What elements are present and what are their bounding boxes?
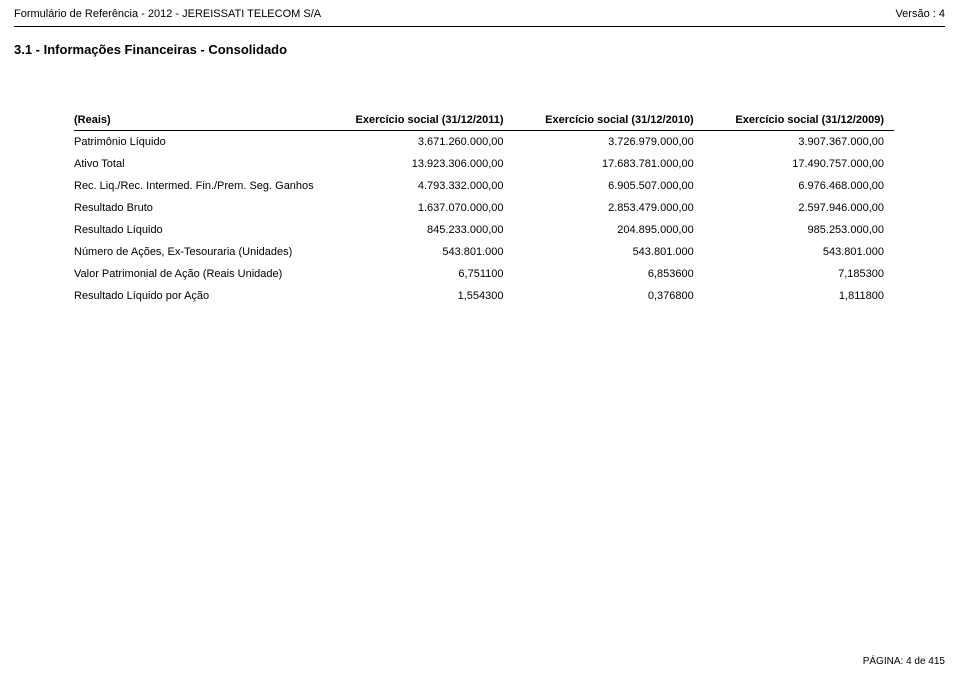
table-row: Rec. Liq./Rec. Intermed. Fin./Prem. Seg.… <box>74 175 894 197</box>
col-2009: Exercício social (31/12/2009) <box>704 110 894 131</box>
col-2010: Exercício social (31/12/2010) <box>514 110 704 131</box>
table-row: Ativo Total 13.923.306.000,00 17.683.781… <box>74 153 894 175</box>
row-val-2010: 6,853600 <box>514 263 704 285</box>
table-row: Resultado Bruto 1.637.070.000,00 2.853.4… <box>74 197 894 219</box>
row-val-2011: 845.233.000,00 <box>324 219 514 241</box>
section-title: 3.1 - Informações Financeiras - Consolid… <box>14 42 287 57</box>
page-footer: PÁGINA: 4 de 415 <box>863 656 945 667</box>
row-val-2009: 1,811800 <box>704 285 894 307</box>
row-val-2009: 543.801.000 <box>704 241 894 263</box>
row-val-2010: 3.726.979.000,00 <box>514 131 704 154</box>
col-label: (Reais) <box>74 110 324 131</box>
row-label: Ativo Total <box>74 153 324 175</box>
row-val-2011: 13.923.306.000,00 <box>324 153 514 175</box>
row-val-2011: 6,751100 <box>324 263 514 285</box>
row-val-2009: 3.907.367.000,00 <box>704 131 894 154</box>
table-row: Resultado Líquido por Ação 1,554300 0,37… <box>74 285 894 307</box>
row-val-2010: 204.895.000,00 <box>514 219 704 241</box>
row-val-2011: 543.801.000 <box>324 241 514 263</box>
table-row: Resultado Líquido 845.233.000,00 204.895… <box>74 219 894 241</box>
row-val-2009: 17.490.757.000,00 <box>704 153 894 175</box>
row-label: Patrimônio Líquido <box>74 131 324 154</box>
row-label: Rec. Liq./Rec. Intermed. Fin./Prem. Seg.… <box>74 175 324 197</box>
row-val-2011: 1.637.070.000,00 <box>324 197 514 219</box>
row-val-2011: 3.671.260.000,00 <box>324 131 514 154</box>
row-val-2010: 543.801.000 <box>514 241 704 263</box>
table-header-row: (Reais) Exercício social (31/12/2011) Ex… <box>74 110 894 131</box>
row-label: Valor Patrimonial de Ação (Reais Unidade… <box>74 263 324 285</box>
doc-header-left: Formulário de Referência - 2012 - JEREIS… <box>14 8 321 20</box>
row-val-2010: 0,376800 <box>514 285 704 307</box>
row-val-2011: 1,554300 <box>324 285 514 307</box>
row-label: Resultado Líquido <box>74 219 324 241</box>
financial-table-wrap: (Reais) Exercício social (31/12/2011) Ex… <box>74 110 894 307</box>
table-row: Patrimônio Líquido 3.671.260.000,00 3.72… <box>74 131 894 154</box>
header-rule <box>14 26 945 27</box>
row-val-2009: 2.597.946.000,00 <box>704 197 894 219</box>
row-label: Resultado Bruto <box>74 197 324 219</box>
row-val-2009: 7,185300 <box>704 263 894 285</box>
row-val-2009: 6.976.468.000,00 <box>704 175 894 197</box>
financial-table: (Reais) Exercício social (31/12/2011) Ex… <box>74 110 894 307</box>
table-row: Valor Patrimonial de Ação (Reais Unidade… <box>74 263 894 285</box>
row-val-2011: 4.793.332.000,00 <box>324 175 514 197</box>
row-val-2010: 6.905.507.000,00 <box>514 175 704 197</box>
row-label: Número de Ações, Ex-Tesouraria (Unidades… <box>74 241 324 263</box>
row-val-2009: 985.253.000,00 <box>704 219 894 241</box>
row-label: Resultado Líquido por Ação <box>74 285 324 307</box>
col-2011: Exercício social (31/12/2011) <box>324 110 514 131</box>
table-row: Número de Ações, Ex-Tesouraria (Unidades… <box>74 241 894 263</box>
row-val-2010: 2.853.479.000,00 <box>514 197 704 219</box>
row-val-2010: 17.683.781.000,00 <box>514 153 704 175</box>
doc-header-right: Versão : 4 <box>895 8 945 20</box>
